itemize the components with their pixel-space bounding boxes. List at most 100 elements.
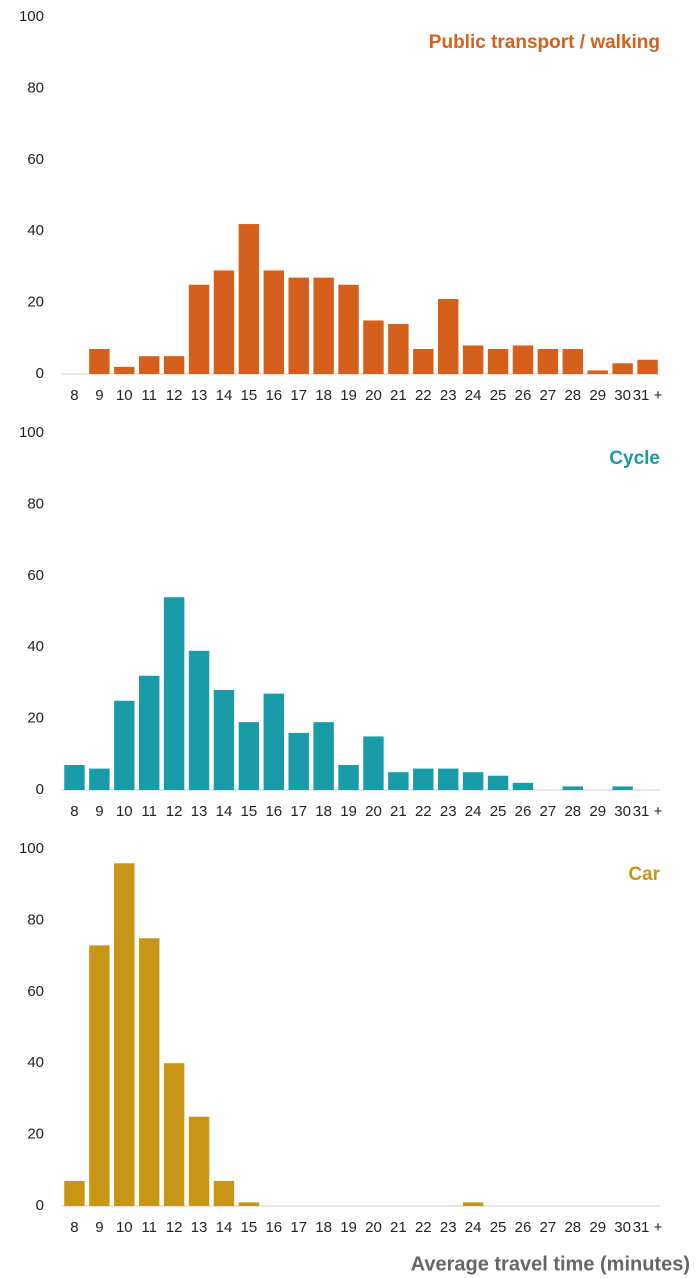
x-tick-label: 9 (95, 387, 103, 404)
y-tick-label: 0 (36, 781, 44, 798)
bar (89, 768, 110, 790)
bar (238, 224, 260, 374)
bar (512, 345, 534, 374)
bar (263, 693, 285, 790)
x-tick-label: 14 (216, 387, 233, 404)
x-tick-label: 24 (465, 387, 482, 404)
x-tick-label: 10 (116, 803, 133, 820)
bar (64, 1181, 85, 1206)
y-tick-label: 80 (27, 911, 44, 928)
y-tick-label: 20 (27, 710, 44, 727)
bar (612, 363, 633, 374)
bar (213, 690, 235, 790)
bar (313, 722, 334, 790)
bar (313, 277, 334, 374)
bar (462, 772, 484, 790)
x-tick-label: 24 (465, 1219, 482, 1236)
bar (188, 284, 210, 374)
x-tick-label: 24 (465, 803, 482, 820)
bar (363, 736, 384, 790)
x-tick-label: 30 (614, 387, 631, 404)
x-tick-label: 12 (166, 803, 183, 820)
x-tick-label: 29 (589, 1219, 606, 1236)
bar (612, 786, 633, 790)
bar (562, 786, 584, 790)
x-tick-label: 29 (589, 803, 606, 820)
x-tick-label: 19 (340, 387, 357, 404)
x-tick-label: 16 (265, 803, 282, 820)
bar (462, 1202, 484, 1206)
x-tick-label: 13 (191, 803, 208, 820)
x-tick-label: 21 (390, 387, 407, 404)
x-tick-label: 11 (141, 803, 157, 820)
x-tick-label: 26 (515, 387, 532, 404)
bar (413, 768, 434, 790)
x-tick-label: 27 (540, 1219, 557, 1236)
panel-title: Public transport / walking (429, 32, 660, 53)
x-tick-label: 14 (216, 1219, 233, 1236)
bar (288, 277, 309, 374)
x-tick-label: 28 (564, 803, 581, 820)
x-tick-label: 25 (490, 387, 507, 404)
x-tick-label: 17 (290, 387, 307, 404)
x-tick-label: 28 (564, 387, 581, 404)
x-tick-label: 26 (515, 1219, 532, 1236)
x-tick-label: 13 (191, 387, 208, 404)
bar (512, 782, 534, 790)
x-tick-label: 8 (70, 1219, 78, 1236)
bar (537, 349, 559, 374)
x-tick-label: 9 (95, 1219, 103, 1236)
y-tick-label: 60 (27, 151, 44, 168)
x-tick-label: 10 (116, 387, 133, 404)
y-tick-label: 100 (19, 840, 44, 857)
x-tick-label: 23 (440, 387, 457, 404)
x-tick-label: 19 (340, 803, 357, 820)
y-tick-label: 20 (27, 294, 44, 311)
panel-title: Car (628, 864, 660, 885)
x-tick-label: 14 (216, 803, 233, 820)
bar (163, 1063, 185, 1206)
bar (138, 938, 160, 1206)
x-tick-label: 8 (70, 803, 78, 820)
bar (114, 700, 135, 790)
x-axis-label: Average travel time (minutes) (411, 1253, 690, 1275)
bar (388, 324, 409, 374)
bar (437, 299, 459, 374)
y-tick-label: 100 (19, 424, 44, 441)
bar (213, 1181, 235, 1206)
bar (562, 349, 584, 374)
y-tick-label: 60 (27, 567, 44, 584)
y-tick-label: 0 (36, 365, 44, 382)
x-tick-label: 22 (415, 387, 432, 404)
bar (238, 722, 260, 790)
x-tick-label: 12 (166, 387, 183, 404)
bar (587, 370, 608, 374)
bar (363, 320, 384, 374)
y-tick-label: 80 (27, 495, 44, 512)
panel-title: Cycle (609, 448, 660, 469)
x-tick-label: 16 (265, 387, 282, 404)
x-tick-label: 23 (440, 1219, 457, 1236)
x-tick-label: 18 (315, 803, 332, 820)
x-tick-label: 18 (315, 1219, 332, 1236)
y-tick-label: 40 (27, 1054, 44, 1071)
bar (64, 765, 85, 790)
y-tick-label: 60 (27, 983, 44, 1000)
x-tick-label: 11 (141, 387, 157, 404)
bar (114, 863, 135, 1206)
x-tick-label: 13 (191, 1219, 208, 1236)
x-tick-label: 27 (540, 803, 557, 820)
bar (138, 675, 160, 790)
bar (163, 597, 185, 790)
x-tick-label: 19 (340, 1219, 357, 1236)
bar (188, 650, 210, 790)
x-tick-label: 20 (365, 1219, 382, 1236)
x-tick-label: 25 (490, 1219, 507, 1236)
bar (263, 270, 285, 374)
bar (487, 349, 509, 374)
x-tick-label: 15 (241, 1219, 258, 1236)
bar (413, 349, 434, 374)
bar (637, 359, 658, 374)
bar (462, 345, 484, 374)
